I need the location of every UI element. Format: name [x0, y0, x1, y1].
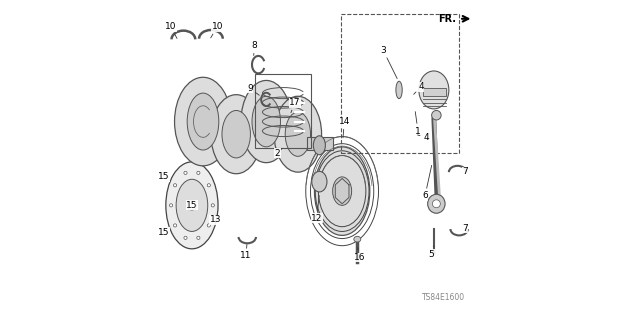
- Ellipse shape: [170, 204, 173, 207]
- Text: 7: 7: [462, 167, 468, 176]
- Text: 15: 15: [157, 228, 169, 237]
- Text: 16: 16: [354, 248, 365, 262]
- Text: 12: 12: [311, 196, 323, 222]
- Ellipse shape: [252, 96, 280, 147]
- Text: 17: 17: [289, 98, 300, 113]
- Ellipse shape: [285, 112, 310, 156]
- Text: 9: 9: [247, 84, 259, 95]
- Ellipse shape: [314, 147, 370, 235]
- Text: 5: 5: [428, 246, 434, 259]
- Ellipse shape: [175, 77, 232, 166]
- Ellipse shape: [312, 171, 327, 192]
- Ellipse shape: [211, 95, 262, 174]
- Ellipse shape: [396, 81, 402, 99]
- Text: 2: 2: [275, 148, 282, 158]
- Text: 6: 6: [422, 165, 431, 200]
- Ellipse shape: [176, 179, 208, 232]
- Text: 10: 10: [165, 22, 177, 39]
- Text: TS84E1600: TS84E1600: [422, 293, 465, 302]
- Text: 11: 11: [240, 244, 252, 260]
- Text: 3: 3: [380, 46, 397, 78]
- Ellipse shape: [207, 224, 211, 227]
- Text: 13: 13: [210, 215, 221, 224]
- Ellipse shape: [196, 236, 200, 240]
- Ellipse shape: [196, 171, 200, 174]
- Text: 8: 8: [252, 41, 257, 56]
- Ellipse shape: [354, 236, 361, 242]
- Ellipse shape: [184, 236, 187, 240]
- Ellipse shape: [187, 201, 196, 210]
- Ellipse shape: [274, 96, 321, 172]
- Ellipse shape: [241, 80, 292, 163]
- Ellipse shape: [173, 184, 177, 187]
- Ellipse shape: [173, 224, 177, 227]
- Ellipse shape: [207, 184, 211, 187]
- Text: 7: 7: [462, 224, 468, 233]
- Text: FR.: FR.: [438, 14, 456, 24]
- Text: 10: 10: [211, 22, 223, 38]
- Ellipse shape: [166, 162, 218, 249]
- Ellipse shape: [428, 194, 445, 213]
- Text: 15: 15: [186, 201, 198, 210]
- Text: 4: 4: [413, 82, 424, 94]
- Ellipse shape: [419, 71, 449, 109]
- Text: 4: 4: [417, 133, 429, 142]
- Bar: [423, 88, 447, 96]
- Ellipse shape: [187, 93, 219, 150]
- Bar: [307, 137, 333, 150]
- Text: 15: 15: [157, 172, 169, 182]
- Text: 1: 1: [415, 112, 421, 136]
- Ellipse shape: [431, 110, 441, 120]
- Ellipse shape: [184, 171, 187, 174]
- Text: 14: 14: [339, 117, 350, 138]
- Ellipse shape: [222, 110, 250, 158]
- Ellipse shape: [314, 136, 325, 155]
- Ellipse shape: [211, 204, 214, 207]
- Ellipse shape: [433, 200, 440, 208]
- Ellipse shape: [333, 177, 351, 205]
